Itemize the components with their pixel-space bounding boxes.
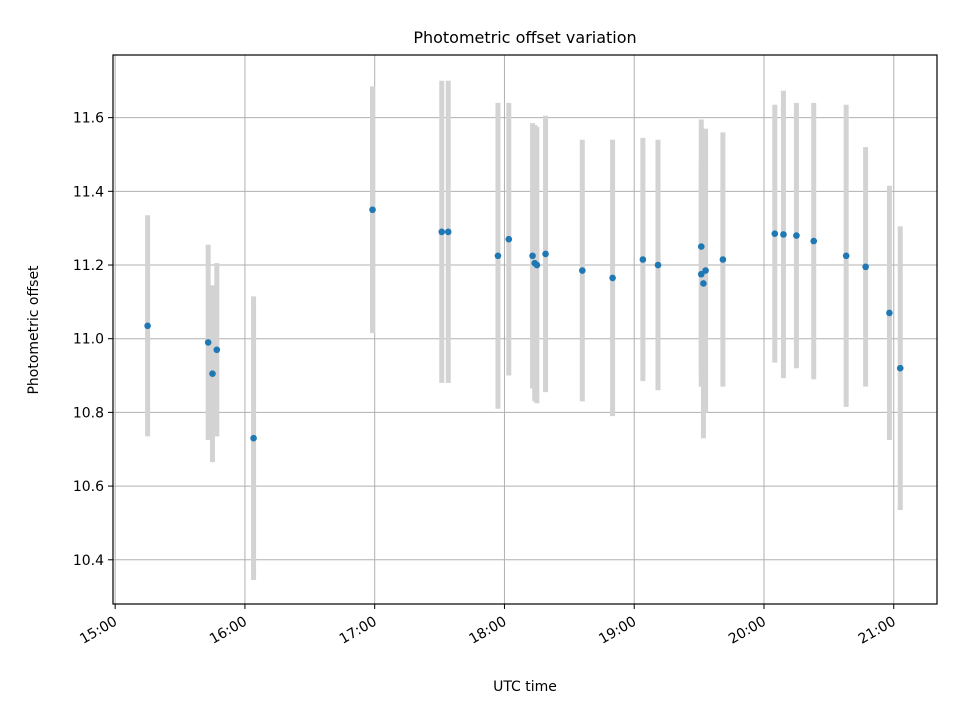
- data-point: [654, 261, 662, 269]
- data-point: [505, 235, 513, 243]
- data-point: [810, 237, 818, 245]
- data-point: [609, 274, 616, 282]
- chart-title: Photometric offset variation: [413, 28, 636, 47]
- data-point: [250, 434, 257, 442]
- data-point: [579, 267, 586, 274]
- data-point: [213, 346, 221, 354]
- data-point: [529, 252, 536, 260]
- data-point: [780, 231, 787, 238]
- data-point: [533, 261, 541, 269]
- point-layer: [144, 206, 904, 442]
- y-axis-label: Photometric offset: [26, 265, 42, 395]
- data-point: [793, 232, 800, 239]
- data-point: [639, 256, 647, 263]
- data-point: [771, 230, 779, 238]
- y-tick-label: 11.6: [73, 111, 104, 127]
- y-tick-label: 11.2: [73, 258, 104, 274]
- data-point: [862, 263, 869, 271]
- data-point: [886, 309, 893, 317]
- data-point: [700, 280, 707, 287]
- data-point: [369, 206, 376, 214]
- y-tick-label: 10.8: [73, 405, 104, 421]
- data-point: [204, 339, 212, 346]
- y-tick-label: 10.6: [73, 479, 104, 495]
- data-point: [896, 364, 904, 372]
- data-point: [542, 250, 549, 258]
- data-point: [697, 243, 705, 250]
- data-point: [702, 267, 709, 274]
- plot-frame: [112, 54, 938, 605]
- data-point: [144, 322, 151, 330]
- y-tick-label: 11.0: [73, 332, 104, 348]
- x-axis-label: UTC time: [493, 679, 557, 695]
- y-tick-label: 11.4: [73, 184, 104, 200]
- data-point: [438, 228, 446, 236]
- y-tick-label: 10.4: [73, 553, 104, 569]
- data-point: [444, 228, 452, 236]
- data-point: [209, 370, 216, 378]
- data-point: [494, 252, 502, 260]
- data-point: [842, 252, 850, 260]
- data-point: [697, 270, 705, 278]
- data-point: [719, 256, 727, 263]
